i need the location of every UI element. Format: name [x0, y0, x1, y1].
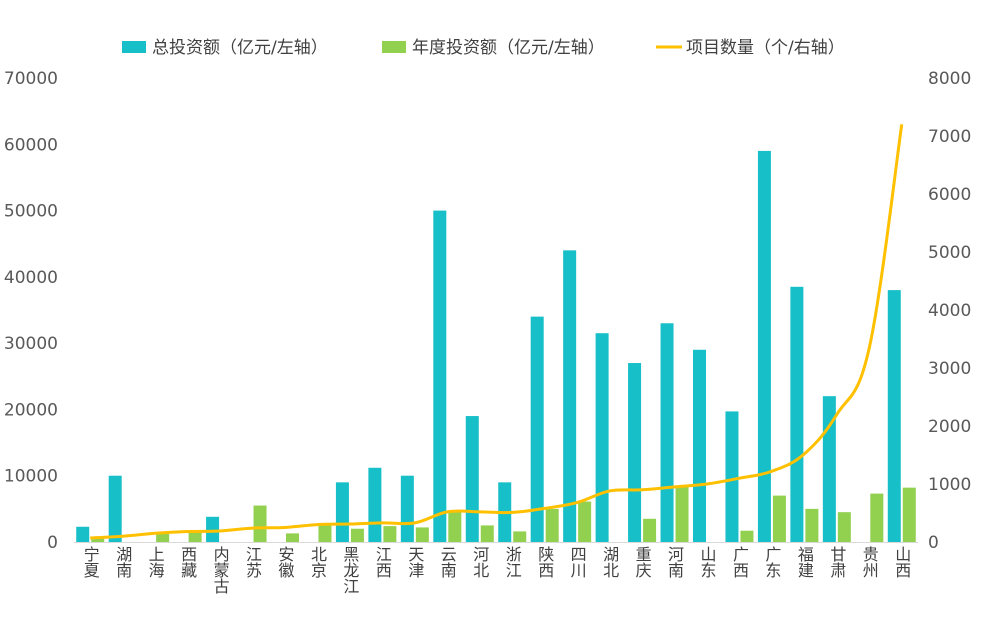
annual-investment-bar — [805, 508, 819, 542]
total-investment-bar — [725, 411, 739, 542]
total-investment-bar — [465, 416, 479, 542]
total-investment-bar — [433, 210, 447, 543]
annual-investment-bar — [578, 501, 592, 542]
annual-investment-bar — [545, 508, 559, 542]
x-axis-categories: 宁夏 湖南 上海 西藏 内蒙古 江苏 安徽 北京 黑龙江 江西 天津 云南 河北 浙江 陕西 四川 湖北 重庆 河南… — [81, 546, 912, 594]
x-category-label: 河北 — [470, 546, 489, 578]
x-category-label: 福建 — [795, 546, 814, 578]
x-category-label: 内蒙古 — [211, 546, 230, 594]
total-investment-bar — [563, 250, 577, 543]
annual-investment-bar — [156, 533, 170, 542]
left-axis-tick-label: 40000 — [4, 268, 58, 288]
legend: 总投资额（亿元/左轴） 年度投资额（亿元/左轴） 项目数量（个/右轴） — [122, 38, 845, 58]
total-investment-bar — [595, 333, 609, 542]
x-category-label: 湖北 — [600, 546, 619, 578]
left-axis: 0 10000 20000 30000 40000 50000 60000 70000 — [4, 69, 58, 553]
annual-investment-bar — [480, 525, 494, 542]
right-axis: 0 1000 2000 3000 4000 5000 6000 7000 8000 — [928, 69, 971, 553]
x-category-label: 宁夏 — [81, 546, 100, 578]
total-investment-bar — [887, 290, 901, 542]
legend-label: 项目数量（个/右轴） — [686, 38, 845, 58]
legend-label: 年度投资额（亿元/左轴） — [412, 38, 605, 58]
annual-investment-bar — [513, 531, 527, 542]
legend-label: 总投资额（亿元/左轴） — [152, 38, 328, 58]
annual-investment-bar — [350, 528, 364, 542]
x-category-label: 上海 — [146, 546, 165, 578]
x-category-label: 北京 — [308, 546, 327, 579]
total-investment-bar — [757, 150, 771, 542]
x-category-label: 陕西 — [535, 546, 554, 578]
annual-investment-bar — [188, 530, 202, 542]
left-axis-tick-label: 50000 — [4, 202, 58, 222]
right-axis-tick-label: 7000 — [928, 127, 971, 147]
right-axis-tick-label: 4000 — [928, 301, 971, 321]
total-investment-bar — [206, 516, 220, 542]
right-axis-tick-label: 3000 — [928, 359, 971, 379]
x-category-label: 山西 — [892, 546, 911, 578]
annual-investment-bar — [643, 518, 657, 542]
total-investment-bar — [76, 526, 90, 542]
total-investment-bar — [660, 323, 674, 542]
annual-investment-bar — [740, 530, 754, 542]
right-axis-tick-label: 2000 — [928, 417, 971, 437]
annual-investment-bar — [253, 505, 267, 542]
x-category-label: 黑龙江 — [340, 546, 359, 594]
total-investment-bar — [790, 286, 804, 542]
annual-investment-bar — [902, 487, 916, 542]
total-investment-bar — [530, 316, 544, 542]
annual-investment-bar — [675, 486, 689, 542]
x-category-label: 甘肃 — [827, 546, 846, 578]
x-category-label: 重庆 — [633, 546, 652, 578]
annual-investment-bar — [837, 512, 851, 542]
left-axis-tick-label: 20000 — [4, 400, 58, 420]
left-axis-tick-label: 0 — [47, 533, 58, 553]
annual-investment-bar — [772, 495, 786, 542]
x-category-label: 四川 — [568, 546, 587, 578]
legend-swatch — [122, 41, 146, 53]
x-category-label: 天津 — [405, 546, 424, 578]
project-count-line — [90, 124, 904, 540]
x-category-label: 江西 — [373, 546, 392, 578]
right-axis-tick-label: 1000 — [928, 475, 971, 495]
x-category-label: 云南 — [438, 546, 457, 578]
right-axis-tick-label: 8000 — [928, 69, 971, 89]
line-series — [90, 124, 904, 540]
total-investment-bar — [368, 467, 382, 542]
annual-investment-bar — [318, 523, 332, 542]
x-category-label: 湖南 — [113, 546, 132, 578]
annual-investment-bar — [448, 512, 462, 542]
left-axis-tick-label: 70000 — [4, 69, 58, 89]
annual-investment-bar — [91, 537, 105, 542]
right-axis-tick-label: 6000 — [928, 185, 971, 205]
x-category-label: 山东 — [698, 546, 717, 578]
left-axis-tick-label: 60000 — [4, 135, 58, 155]
x-category-label: 浙江 — [503, 546, 522, 578]
x-category-label: 江苏 — [243, 546, 262, 579]
x-category-label: 安徽 — [276, 546, 295, 578]
right-axis-tick-label: 0 — [928, 533, 939, 553]
x-category-label: 河南 — [665, 546, 684, 578]
x-category-label: 贵州 — [860, 546, 879, 578]
x-category-label: 广西 — [730, 546, 749, 578]
legend-swatch — [382, 41, 406, 53]
total-investment-bar — [400, 475, 414, 542]
right-axis-tick-label: 5000 — [928, 243, 971, 263]
annual-investment-bar — [415, 527, 429, 542]
annual-investment-bar — [870, 493, 884, 542]
annual-investment-bar — [383, 526, 397, 542]
x-category-label: 西藏 — [178, 546, 197, 579]
left-axis-tick-label: 30000 — [4, 334, 58, 354]
total-investment-bar — [335, 482, 349, 542]
left-axis-tick-label: 10000 — [4, 467, 58, 487]
bars — [74, 150, 918, 543]
total-investment-bar — [693, 349, 706, 542]
total-investment-bar — [628, 363, 642, 542]
x-category-label: 广东 — [762, 546, 781, 578]
total-investment-bar — [108, 475, 122, 542]
annual-investment-bar — [286, 533, 299, 542]
